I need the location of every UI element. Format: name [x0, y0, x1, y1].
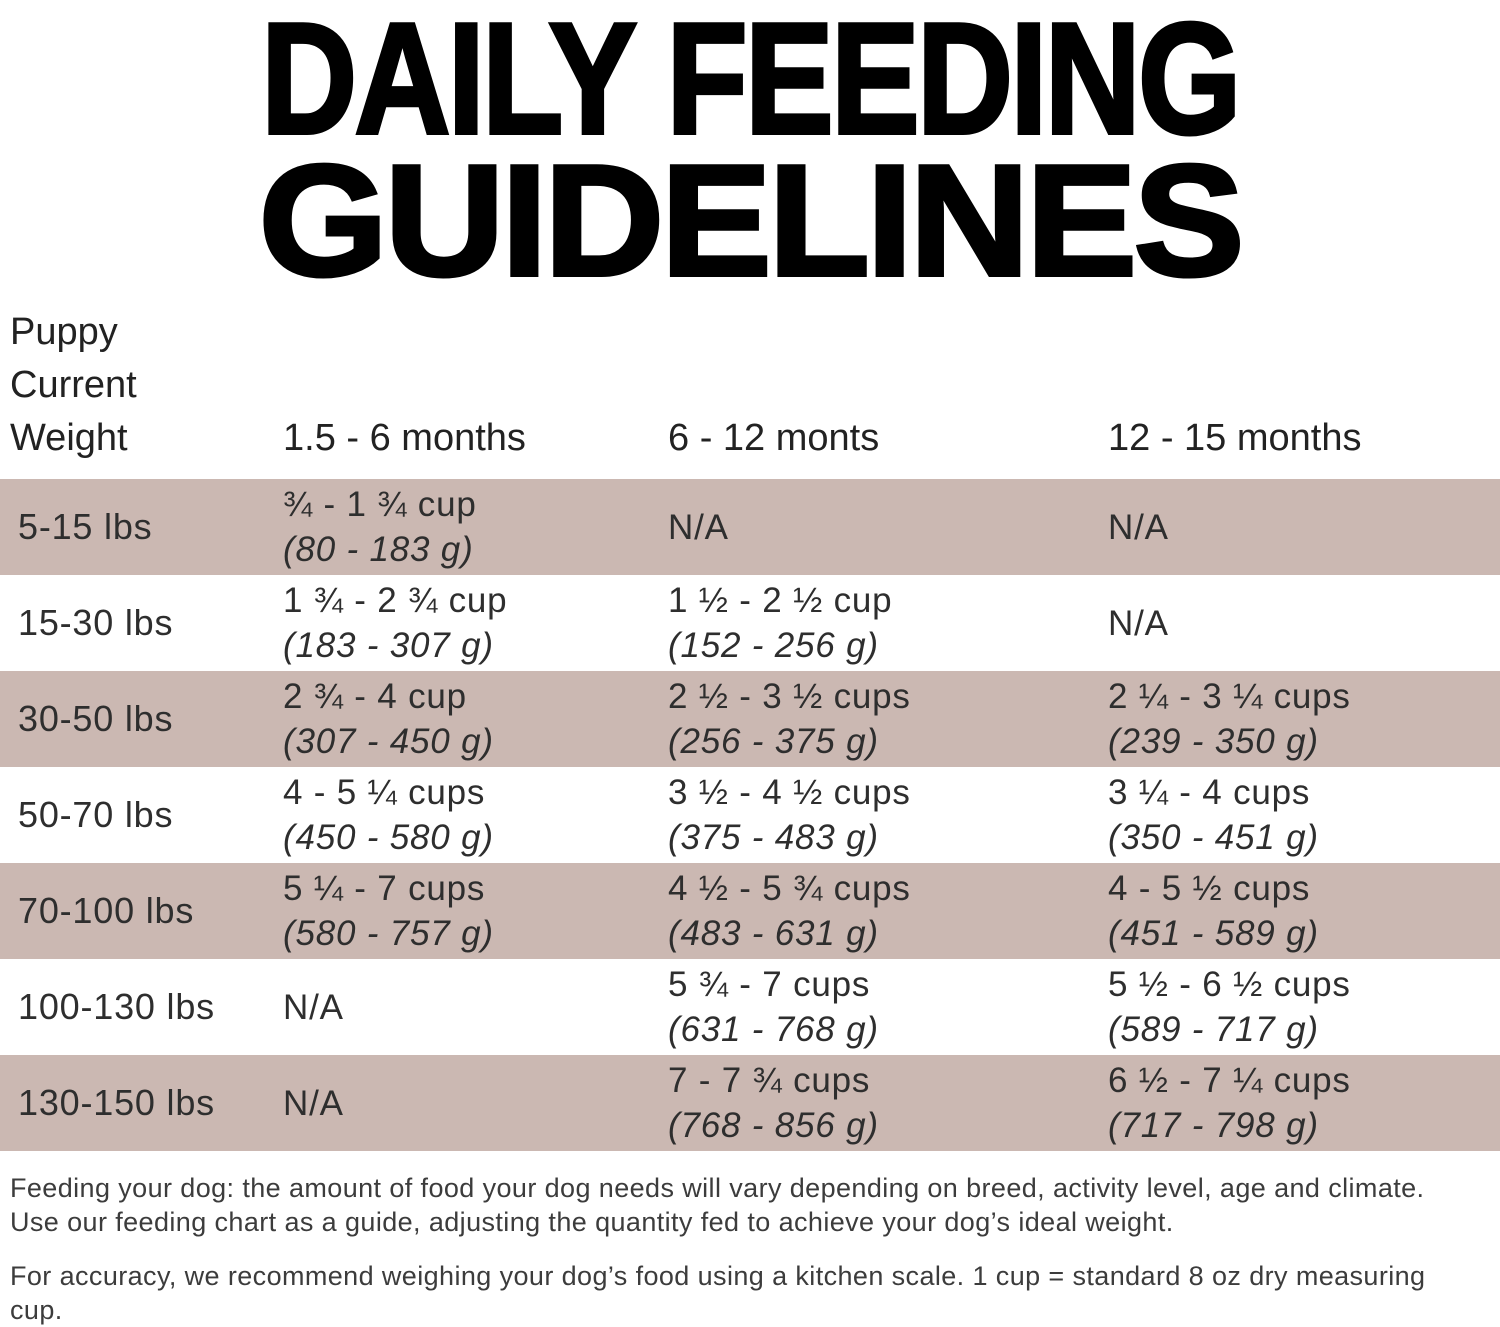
cups-amount: 7 - 7 ¾ cups [668, 1061, 871, 1101]
cups-amount: 3 ½ - 4 ½ cups [668, 773, 911, 813]
cups-amount: 3 ¼ - 4 cups [1108, 773, 1311, 813]
grams-amount: (256 - 375 g) [668, 722, 879, 762]
table-header-row: Puppy Current Weight 1.5 - 6 months 6 - … [0, 306, 1500, 479]
grams-amount: (631 - 768 g) [668, 1010, 879, 1050]
cell-age-2: 7 - 7 ¾ cups (768 - 856 g) [668, 1058, 1108, 1148]
table-row: 30-50 lbs 2 ¾ - 4 cup (307 - 450 g) 2 ½ … [0, 671, 1500, 768]
weight-column-header: Puppy Current Weight [10, 306, 283, 465]
cups-amount: 6 ½ - 7 ¼ cups [1108, 1061, 1351, 1101]
cell-age-3: 6 ½ - 7 ¼ cups (717 - 798 g) [1108, 1058, 1500, 1148]
grams-amount: (350 - 451 g) [1108, 818, 1319, 858]
row-weight-label: 30-50 lbs [18, 698, 174, 740]
grams-amount: (580 - 757 g) [283, 914, 494, 954]
grams-amount: (239 - 350 g) [1108, 722, 1319, 762]
table-row: 100-130 lbs N/A 5 ¾ - 7 cups (631 - 768 … [0, 959, 1500, 1055]
cups-amount: 4 ½ - 5 ¾ cups [668, 869, 911, 909]
cups-amount: N/A [283, 1083, 344, 1123]
cell-age-2: 2 ½ - 3 ½ cups (256 - 375 g) [668, 674, 1108, 764]
feeding-notes: Feeding your dog: the amount of food you… [10, 1171, 1455, 1327]
feeding-table: Puppy Current Weight 1.5 - 6 months 6 - … [0, 306, 1500, 1152]
column-header-age-2: 6 - 12 monts [668, 417, 880, 460]
cell-age-1: ¾ - 1 ¾ cup (80 - 183 g) [283, 482, 668, 572]
table-row: 5-15 lbs ¾ - 1 ¾ cup (80 - 183 g) N/A N/… [0, 479, 1500, 576]
cell-age-1: 5 ¼ - 7 cups (580 - 757 g) [283, 866, 668, 956]
cups-amount: 1 ½ - 2 ½ cup [668, 581, 893, 621]
row-weight-label: 50-70 lbs [18, 794, 174, 836]
page-title-line-1: DAILY FEEDING [260, 0, 1243, 167]
note-paragraph-2: For accuracy, we recommend weighing your… [10, 1261, 1426, 1326]
cell-age-3: 4 - 5 ½ cups (451 - 589 g) [1108, 866, 1500, 956]
cell-age-3: N/A [1108, 601, 1500, 646]
cell-age-2: 5 ¾ - 7 cups (631 - 768 g) [668, 962, 1108, 1052]
cell-age-1: 1 ¾ - 2 ¾ cup (183 - 307 g) [283, 578, 668, 668]
cell-age-3: N/A [1108, 505, 1500, 550]
page-title: DAILY FEEDING GUIDELINES [0, 0, 1500, 310]
cell-age-1: N/A [283, 985, 668, 1030]
grams-amount: (307 - 450 g) [283, 722, 494, 762]
cups-amount: N/A [1108, 507, 1169, 547]
grams-amount: (768 - 856 g) [668, 1106, 879, 1146]
cell-age-2: 3 ½ - 4 ½ cups (375 - 483 g) [668, 770, 1108, 860]
row-weight-label: 5-15 lbs [18, 506, 153, 548]
cell-age-2: 1 ½ - 2 ½ cup (152 - 256 g) [668, 578, 1108, 668]
cups-amount: 1 ¾ - 2 ¾ cup [283, 581, 508, 621]
cups-amount: 4 - 5 ¼ cups [283, 773, 486, 813]
cups-amount: N/A [668, 507, 729, 547]
cups-amount: 5 ¼ - 7 cups [283, 869, 486, 909]
grams-amount: (375 - 483 g) [668, 818, 879, 858]
cell-age-2: N/A [668, 505, 1108, 550]
cell-age-3: 2 ¼ - 3 ¼ cups (239 - 350 g) [1108, 674, 1500, 764]
table-body: 5-15 lbs ¾ - 1 ¾ cup (80 - 183 g) N/A N/… [0, 479, 1500, 1152]
grams-amount: (183 - 307 g) [283, 626, 494, 666]
cell-age-3: 5 ½ - 6 ½ cups (589 - 717 g) [1108, 962, 1500, 1052]
cups-amount: 5 ½ - 6 ½ cups [1108, 965, 1351, 1005]
grams-amount: (589 - 717 g) [1108, 1010, 1319, 1050]
cell-age-3: 3 ¼ - 4 cups (350 - 451 g) [1108, 770, 1500, 860]
cups-amount: N/A [283, 987, 344, 1027]
row-weight-label: 100-130 lbs [18, 986, 215, 1028]
grams-amount: (451 - 589 g) [1108, 914, 1319, 954]
cell-age-1: 2 ¾ - 4 cup (307 - 450 g) [283, 674, 668, 764]
weight-header-line-3: Weight [10, 417, 128, 460]
table-row: 50-70 lbs 4 - 5 ¼ cups (450 - 580 g) 3 ½… [0, 767, 1500, 863]
cell-age-1: 4 - 5 ¼ cups (450 - 580 g) [283, 770, 668, 860]
weight-header-line-2: Current [10, 364, 137, 407]
cups-amount: 2 ½ - 3 ½ cups [668, 677, 911, 717]
column-header-age-1: 1.5 - 6 months [283, 417, 526, 460]
cell-age-2: 4 ½ - 5 ¾ cups (483 - 631 g) [668, 866, 1108, 956]
table-row: 15-30 lbs 1 ¾ - 2 ¾ cup (183 - 307 g) 1 … [0, 575, 1500, 671]
column-header-age-3: 12 - 15 months [1108, 417, 1362, 460]
grams-amount: (450 - 580 g) [283, 818, 494, 858]
table-row: 70-100 lbs 5 ¼ - 7 cups (580 - 757 g) 4 … [0, 863, 1500, 960]
cups-amount: 2 ¼ - 3 ¼ cups [1108, 677, 1351, 717]
cups-amount: ¾ - 1 ¾ cup [283, 485, 477, 525]
cell-age-1: N/A [283, 1081, 668, 1126]
row-weight-label: 130-150 lbs [18, 1082, 215, 1124]
grams-amount: (80 - 183 g) [283, 530, 474, 570]
row-weight-label: 15-30 lbs [18, 602, 174, 644]
page-title-line-2: GUIDELINES [257, 133, 1247, 310]
cups-amount: 4 - 5 ½ cups [1108, 869, 1311, 909]
grams-amount: (717 - 798 g) [1108, 1106, 1319, 1146]
cups-amount: N/A [1108, 603, 1169, 643]
note-paragraph-1: Feeding your dog: the amount of food you… [10, 1173, 1425, 1238]
row-weight-label: 70-100 lbs [18, 890, 195, 932]
weight-header-line-1: Puppy [10, 311, 118, 354]
grams-amount: (483 - 631 g) [668, 914, 879, 954]
cups-amount: 2 ¾ - 4 cup [283, 677, 467, 717]
table-row: 130-150 lbs N/A 7 - 7 ¾ cups (768 - 856 … [0, 1055, 1500, 1152]
grams-amount: (152 - 256 g) [668, 626, 879, 666]
cups-amount: 5 ¾ - 7 cups [668, 965, 871, 1005]
